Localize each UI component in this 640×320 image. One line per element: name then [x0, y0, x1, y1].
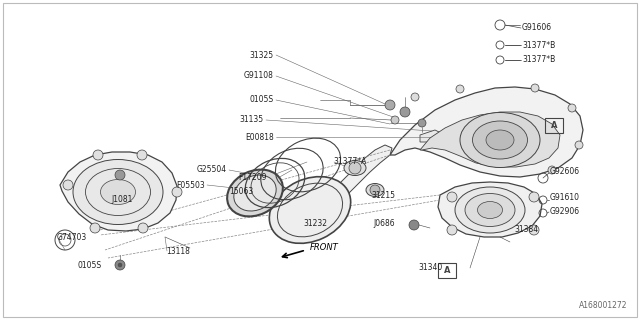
Ellipse shape	[477, 202, 502, 219]
Text: G92906: G92906	[550, 206, 580, 215]
Ellipse shape	[100, 180, 136, 204]
Text: 0105S: 0105S	[250, 95, 274, 105]
Polygon shape	[420, 130, 445, 142]
Text: 31384: 31384	[514, 226, 538, 235]
Circle shape	[63, 180, 73, 190]
Circle shape	[391, 116, 399, 124]
Text: 31377*B: 31377*B	[522, 41, 556, 50]
Ellipse shape	[344, 161, 366, 175]
Ellipse shape	[366, 183, 384, 196]
Text: 31325: 31325	[250, 51, 274, 60]
Circle shape	[385, 100, 395, 110]
Text: 31215: 31215	[371, 191, 395, 201]
Circle shape	[456, 85, 464, 93]
Polygon shape	[420, 112, 560, 167]
Text: G92606: G92606	[550, 167, 580, 177]
Ellipse shape	[465, 194, 515, 227]
Circle shape	[447, 192, 457, 202]
Text: 31377*A: 31377*A	[333, 157, 366, 166]
Circle shape	[411, 93, 419, 101]
Circle shape	[400, 107, 410, 117]
Text: FRONT: FRONT	[310, 244, 339, 252]
Text: A: A	[444, 266, 451, 275]
Bar	[438, 263, 456, 278]
Circle shape	[118, 263, 122, 267]
Circle shape	[529, 225, 539, 235]
Circle shape	[548, 166, 556, 174]
Circle shape	[349, 162, 361, 174]
Text: 31232: 31232	[303, 219, 327, 228]
Circle shape	[115, 170, 125, 180]
Text: 31135: 31135	[240, 116, 264, 124]
Text: 31377*B: 31377*B	[522, 55, 556, 65]
Text: J1081: J1081	[111, 195, 132, 204]
Circle shape	[447, 225, 457, 235]
Text: G74703: G74703	[57, 233, 87, 242]
Text: A: A	[551, 121, 557, 130]
Ellipse shape	[455, 187, 525, 233]
Polygon shape	[295, 145, 392, 218]
Ellipse shape	[73, 159, 163, 225]
Text: E00818: E00818	[245, 132, 274, 141]
Circle shape	[409, 220, 419, 230]
Circle shape	[568, 104, 576, 112]
Circle shape	[138, 223, 148, 233]
Polygon shape	[60, 152, 177, 231]
Circle shape	[418, 119, 426, 127]
Text: J0686: J0686	[373, 220, 395, 228]
Polygon shape	[438, 182, 542, 237]
Circle shape	[172, 187, 182, 197]
Text: G91108: G91108	[244, 71, 274, 81]
Text: G25504: G25504	[197, 165, 227, 174]
Ellipse shape	[234, 175, 276, 211]
Ellipse shape	[486, 130, 514, 150]
Text: F05503: F05503	[176, 180, 205, 189]
Circle shape	[531, 84, 539, 92]
Ellipse shape	[460, 113, 540, 167]
Text: 15063: 15063	[228, 187, 253, 196]
Bar	[545, 118, 563, 133]
Text: 31340: 31340	[418, 262, 442, 271]
Ellipse shape	[269, 177, 351, 243]
Circle shape	[529, 192, 539, 202]
Circle shape	[115, 260, 125, 270]
Text: G91606: G91606	[522, 23, 552, 33]
Circle shape	[93, 150, 103, 160]
Text: 13118: 13118	[166, 246, 190, 255]
Polygon shape	[390, 87, 583, 177]
Circle shape	[575, 141, 583, 149]
Text: G91610: G91610	[550, 193, 580, 202]
Text: F17209: F17209	[239, 172, 267, 181]
Circle shape	[90, 223, 100, 233]
Text: A168001272: A168001272	[579, 301, 627, 310]
Text: 0105S: 0105S	[78, 261, 102, 270]
Ellipse shape	[227, 170, 283, 216]
Ellipse shape	[472, 121, 527, 159]
Circle shape	[137, 150, 147, 160]
Circle shape	[370, 185, 380, 195]
